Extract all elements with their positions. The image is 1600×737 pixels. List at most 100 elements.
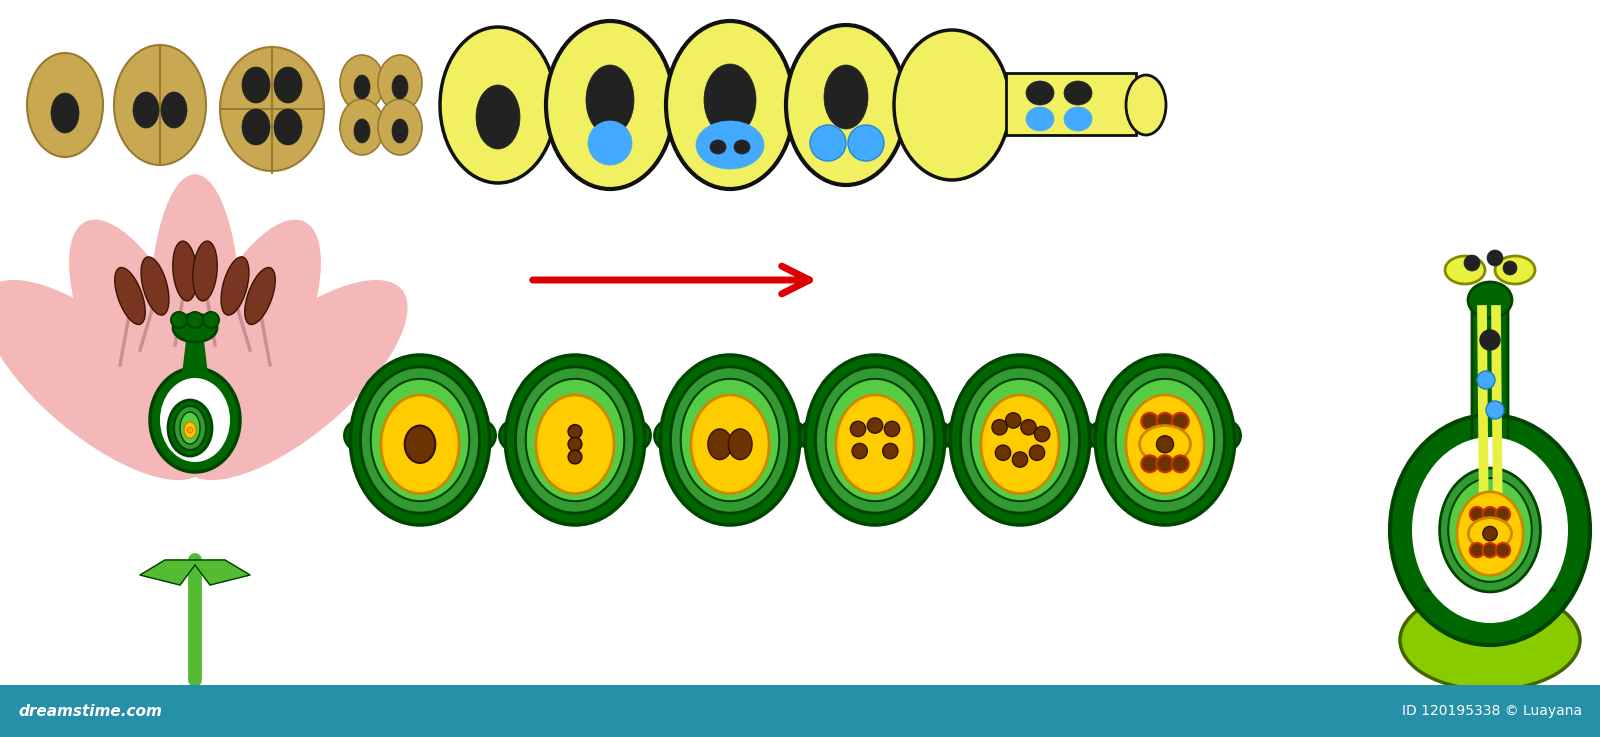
Ellipse shape — [477, 85, 520, 149]
Circle shape — [1045, 376, 1075, 407]
Circle shape — [675, 376, 706, 407]
Circle shape — [1013, 452, 1027, 467]
Ellipse shape — [405, 425, 435, 463]
Ellipse shape — [1064, 107, 1091, 131]
Ellipse shape — [586, 65, 634, 135]
Circle shape — [568, 425, 582, 439]
Circle shape — [466, 420, 496, 451]
Ellipse shape — [960, 367, 1080, 513]
Ellipse shape — [360, 367, 480, 513]
Circle shape — [619, 420, 651, 451]
Circle shape — [867, 418, 883, 433]
Circle shape — [568, 450, 582, 464]
Circle shape — [405, 358, 435, 389]
Circle shape — [1171, 455, 1189, 472]
Circle shape — [520, 376, 550, 407]
Circle shape — [344, 420, 374, 451]
Text: ID 120195338 © Luayana: ID 120195338 © Luayana — [1402, 704, 1582, 718]
Polygon shape — [141, 560, 195, 585]
Ellipse shape — [1469, 282, 1512, 318]
Ellipse shape — [816, 367, 934, 513]
Circle shape — [1157, 413, 1173, 430]
Circle shape — [821, 376, 851, 407]
Ellipse shape — [242, 109, 270, 145]
Circle shape — [1110, 376, 1141, 407]
Circle shape — [1157, 455, 1173, 472]
Ellipse shape — [1390, 415, 1590, 645]
Circle shape — [187, 427, 194, 433]
Circle shape — [1021, 419, 1037, 435]
Ellipse shape — [245, 268, 275, 324]
Ellipse shape — [1126, 395, 1205, 494]
Ellipse shape — [1413, 437, 1568, 623]
Ellipse shape — [734, 140, 750, 154]
Circle shape — [568, 438, 582, 451]
Circle shape — [1090, 420, 1120, 451]
Ellipse shape — [506, 355, 645, 525]
Ellipse shape — [1139, 425, 1190, 463]
Circle shape — [810, 125, 846, 161]
Ellipse shape — [350, 355, 490, 525]
Ellipse shape — [70, 220, 213, 460]
Ellipse shape — [707, 429, 731, 460]
Ellipse shape — [950, 355, 1090, 525]
Circle shape — [1443, 475, 1470, 502]
Ellipse shape — [1469, 518, 1512, 550]
Circle shape — [1470, 543, 1485, 557]
Circle shape — [1035, 427, 1050, 441]
Ellipse shape — [1445, 256, 1485, 284]
Ellipse shape — [0, 281, 210, 479]
Circle shape — [1189, 376, 1219, 407]
Ellipse shape — [440, 27, 557, 183]
Circle shape — [774, 420, 805, 451]
Circle shape — [1171, 413, 1189, 430]
Ellipse shape — [824, 65, 867, 129]
Circle shape — [885, 422, 899, 436]
Ellipse shape — [178, 220, 320, 460]
Ellipse shape — [339, 55, 384, 111]
Ellipse shape — [981, 395, 1059, 494]
Ellipse shape — [546, 21, 674, 189]
Ellipse shape — [826, 379, 925, 501]
Circle shape — [1483, 526, 1498, 541]
Ellipse shape — [728, 429, 752, 460]
Ellipse shape — [115, 268, 146, 324]
Ellipse shape — [515, 367, 635, 513]
Circle shape — [1464, 255, 1480, 271]
Ellipse shape — [192, 241, 218, 301]
Ellipse shape — [704, 64, 757, 136]
Ellipse shape — [174, 406, 206, 450]
Ellipse shape — [242, 67, 270, 103]
Circle shape — [1502, 261, 1517, 275]
Circle shape — [203, 312, 219, 328]
Ellipse shape — [696, 121, 765, 169]
Ellipse shape — [51, 93, 78, 133]
Ellipse shape — [378, 55, 422, 111]
Ellipse shape — [160, 378, 230, 462]
Circle shape — [1483, 507, 1498, 521]
Circle shape — [365, 376, 395, 407]
Circle shape — [944, 420, 974, 451]
Circle shape — [859, 358, 890, 389]
Circle shape — [1470, 507, 1485, 521]
Ellipse shape — [835, 395, 914, 494]
Polygon shape — [1426, 310, 1555, 590]
Circle shape — [654, 420, 685, 451]
Polygon shape — [195, 560, 250, 585]
Ellipse shape — [150, 175, 240, 465]
Ellipse shape — [691, 395, 770, 494]
Circle shape — [1210, 420, 1240, 451]
Ellipse shape — [1494, 256, 1534, 284]
Ellipse shape — [114, 45, 206, 165]
Circle shape — [445, 376, 475, 407]
Ellipse shape — [184, 422, 195, 438]
Ellipse shape — [1106, 367, 1224, 513]
Ellipse shape — [339, 99, 384, 155]
Circle shape — [715, 358, 746, 389]
Ellipse shape — [1096, 355, 1235, 525]
Circle shape — [187, 312, 203, 328]
Ellipse shape — [526, 379, 624, 501]
Ellipse shape — [536, 395, 614, 494]
Circle shape — [1510, 475, 1536, 502]
Circle shape — [499, 420, 530, 451]
